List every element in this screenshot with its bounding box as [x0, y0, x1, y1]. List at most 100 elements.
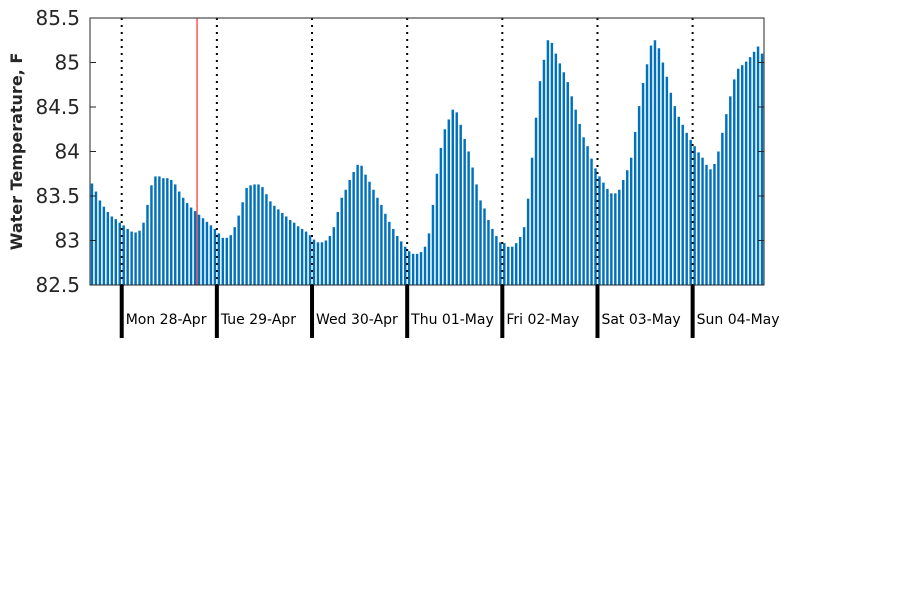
temperature-bar	[518, 236, 522, 285]
day-label: Wed 30-Apr	[316, 312, 398, 328]
temperature-bar	[487, 220, 490, 285]
temperature-bar	[253, 184, 256, 285]
temperature-bar	[181, 197, 185, 285]
temperature-bar	[483, 208, 486, 285]
temperature-bar	[471, 167, 474, 285]
temperature-bar	[118, 222, 121, 285]
temperature-bar	[538, 81, 542, 285]
temperature-bar	[717, 151, 720, 285]
temperature-bar	[645, 64, 649, 285]
temperature-bar	[443, 129, 447, 285]
temperature-bar	[447, 119, 451, 286]
bars-group	[90, 40, 764, 286]
y-tick-label: 83.5	[35, 184, 80, 208]
temperature-bar	[566, 82, 569, 285]
temperature-bar	[348, 179, 351, 285]
day-label: Mon 28-Apr	[126, 312, 207, 328]
temperature-bar	[689, 139, 692, 285]
temperature-bar	[411, 253, 415, 285]
y-tick-label: 85	[55, 51, 80, 75]
temperature-bar	[403, 246, 407, 285]
temperature-bar	[185, 203, 189, 285]
temperature-bar	[229, 235, 232, 285]
temperature-bar	[146, 204, 149, 285]
temperature-bar	[273, 205, 276, 285]
temperature-bar	[431, 204, 435, 285]
temperature-bar	[308, 235, 312, 285]
temperature-bar	[756, 46, 760, 286]
temperature-bar	[364, 174, 367, 285]
temperature-bar	[503, 243, 506, 285]
temperature-bar	[162, 178, 165, 285]
temperature-bar	[233, 227, 236, 285]
temperature-bar	[733, 79, 736, 285]
temperature-bar	[344, 189, 347, 285]
temperature-bar	[392, 228, 395, 285]
temperature-bar	[491, 228, 494, 285]
temperature-bar	[721, 132, 724, 285]
temperature-bar	[189, 207, 193, 285]
temperature-bar	[697, 152, 700, 285]
temperature-bar	[98, 200, 102, 285]
temperature-bar	[673, 106, 677, 285]
temperature-bar	[614, 193, 617, 285]
temperature-bar	[459, 124, 462, 285]
y-axis: 82.5 83 83.5 84 84.5 85 85.5	[35, 6, 764, 297]
temperature-bar	[368, 181, 371, 285]
temperature-bar	[265, 194, 268, 285]
temperature-bar	[740, 65, 744, 285]
temperature-bar	[277, 209, 280, 285]
temperature-bar	[296, 226, 300, 285]
y-tick-label: 82.5	[35, 273, 80, 297]
temperature-bar	[423, 246, 427, 285]
temperature-bar	[522, 227, 526, 285]
temperature-bar	[594, 168, 597, 285]
day-axis: Mon 28-Apr Tue 29-Apr Wed 30-Apr Thu 01-May…	[119, 285, 780, 338]
temperature-bar	[376, 197, 379, 285]
temperature-bar	[760, 53, 764, 285]
temperature-bar	[463, 139, 466, 285]
temperature-bar	[372, 189, 375, 285]
temperature-bar	[285, 216, 288, 285]
temperature-bar	[705, 164, 708, 285]
temperature-bar	[435, 173, 439, 285]
temperature-bar	[637, 106, 641, 285]
day-dividers	[120, 18, 694, 285]
temperature-bar	[320, 242, 324, 285]
temperature-bar	[427, 233, 431, 285]
day-label: Thu 01-May	[410, 312, 494, 328]
temperature-bar	[514, 243, 518, 285]
y-tick-label: 84.5	[35, 95, 80, 119]
temperature-bar	[177, 191, 181, 285]
y-tick-label: 83	[55, 229, 80, 253]
temperature-bar	[526, 198, 530, 285]
temperature-bar	[709, 169, 712, 285]
temperature-bar	[649, 45, 653, 286]
temperature-bar	[217, 233, 221, 285]
temperature-bar	[237, 215, 240, 285]
temperature-bar	[281, 212, 284, 285]
temperature-bar	[633, 131, 637, 285]
temperature-bar	[300, 228, 304, 285]
temperature-bar	[737, 68, 740, 285]
temperature-bar	[657, 48, 661, 286]
temperature-bar	[534, 117, 538, 286]
temperature-bar	[582, 137, 585, 285]
temperature-bar	[558, 63, 562, 285]
temperature-bar	[316, 242, 320, 285]
temperature-bar	[110, 216, 114, 285]
temperature-bar	[102, 206, 106, 285]
temperature-bar	[221, 237, 225, 285]
temperature-bar	[257, 184, 260, 285]
day-label: Tue 29-Apr	[220, 312, 296, 328]
temperature-bar	[114, 219, 117, 285]
temperature-bar	[288, 220, 292, 285]
temperature-bar	[677, 116, 680, 285]
temperature-bar	[451, 109, 454, 285]
temperature-bar	[499, 242, 502, 285]
temperature-bar	[641, 82, 645, 285]
temperature-bar	[752, 51, 756, 285]
temperature-bar	[415, 253, 419, 285]
temperature-bar	[729, 96, 732, 285]
temperature-bar	[546, 40, 550, 285]
